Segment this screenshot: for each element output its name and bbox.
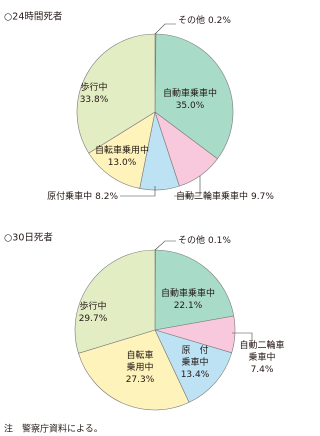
category-label: 原付乗車中 bbox=[47, 190, 92, 202]
value-label: 22.1% bbox=[174, 301, 203, 311]
slice-label: 自転車乗用中 13.0% bbox=[95, 144, 149, 168]
slice-label: その他 0.2% bbox=[178, 14, 231, 26]
pie-slice bbox=[154, 249, 235, 331]
slice-label: 原 付乗車中 13.4% bbox=[181, 345, 210, 380]
leader-line bbox=[154, 23, 176, 35]
page: ○24時間死者 ○30日死者 注 警察庁資料による。 その他 0.2%自動車乗車中… bbox=[4, 12, 285, 435]
category-label: 乗車中 bbox=[181, 356, 208, 368]
value-label: 29.7% bbox=[79, 314, 108, 324]
slice-label: 自動二輪車乗車中 7.4% bbox=[239, 339, 284, 375]
category-label: その他 bbox=[178, 14, 205, 26]
category-label: その他 bbox=[178, 234, 205, 246]
category-label: 自動二輪車 bbox=[239, 339, 284, 351]
category-label: 乗車中 bbox=[248, 351, 275, 363]
pie-slice bbox=[74, 249, 156, 354]
value-label: 9.7% bbox=[251, 192, 274, 202]
leader-line bbox=[120, 186, 156, 197]
slice-label: 自動車乗車中 35.0% bbox=[163, 87, 217, 111]
category-label: 原 付 bbox=[181, 345, 208, 356]
category-label: 自転車乗用中 bbox=[95, 144, 149, 156]
value-label: 33.8% bbox=[80, 95, 109, 105]
value-label: 13.0% bbox=[108, 158, 137, 168]
value-label: 13.4% bbox=[181, 370, 210, 380]
slice-label: その他 0.1% bbox=[178, 234, 231, 246]
chart-title: ○24時間死者 bbox=[4, 12, 62, 23]
slice-label: 自動車乗車中 22.1% bbox=[161, 287, 215, 311]
slice-label: 歩行中 29.7% bbox=[79, 300, 108, 324]
pie-slice bbox=[76, 33, 156, 154]
note: 注 警察庁資料による。 bbox=[4, 423, 103, 435]
category-label: 自動車乗車中 bbox=[163, 87, 217, 99]
category-label: 歩行中 bbox=[80, 81, 107, 93]
category-label: 自動二輪車乗車中 bbox=[176, 190, 248, 202]
pie-slice bbox=[78, 329, 190, 411]
slice-label: 原付乗車中 8.2% bbox=[47, 190, 118, 202]
value-label: 27.3% bbox=[126, 375, 155, 385]
slice-label: 自動二輪車乗車中 9.7% bbox=[176, 190, 274, 202]
pie-slice bbox=[154, 33, 234, 160]
pie-slice bbox=[154, 329, 233, 403]
category-label: 乗用中 bbox=[126, 361, 153, 373]
pie-slice bbox=[88, 111, 156, 189]
category-label: 自転車 bbox=[126, 349, 153, 361]
value-label: 0.1% bbox=[208, 236, 231, 246]
chart-title: ○30日死者 bbox=[4, 233, 53, 244]
value-label: 0.2% bbox=[208, 16, 231, 26]
value-label: 35.0% bbox=[176, 101, 205, 111]
leader-line bbox=[232, 332, 253, 340]
value-label: 7.4% bbox=[251, 365, 274, 375]
leader-line bbox=[174, 176, 201, 197]
value-label: 8.2% bbox=[95, 192, 118, 202]
slice-label: 自転車乗用中 27.3% bbox=[126, 349, 155, 385]
slice-label: 歩行中 33.8% bbox=[80, 81, 109, 105]
category-label: 歩行中 bbox=[79, 300, 106, 312]
category-label: 自動車乗車中 bbox=[161, 287, 215, 299]
leader-line bbox=[154, 240, 176, 251]
